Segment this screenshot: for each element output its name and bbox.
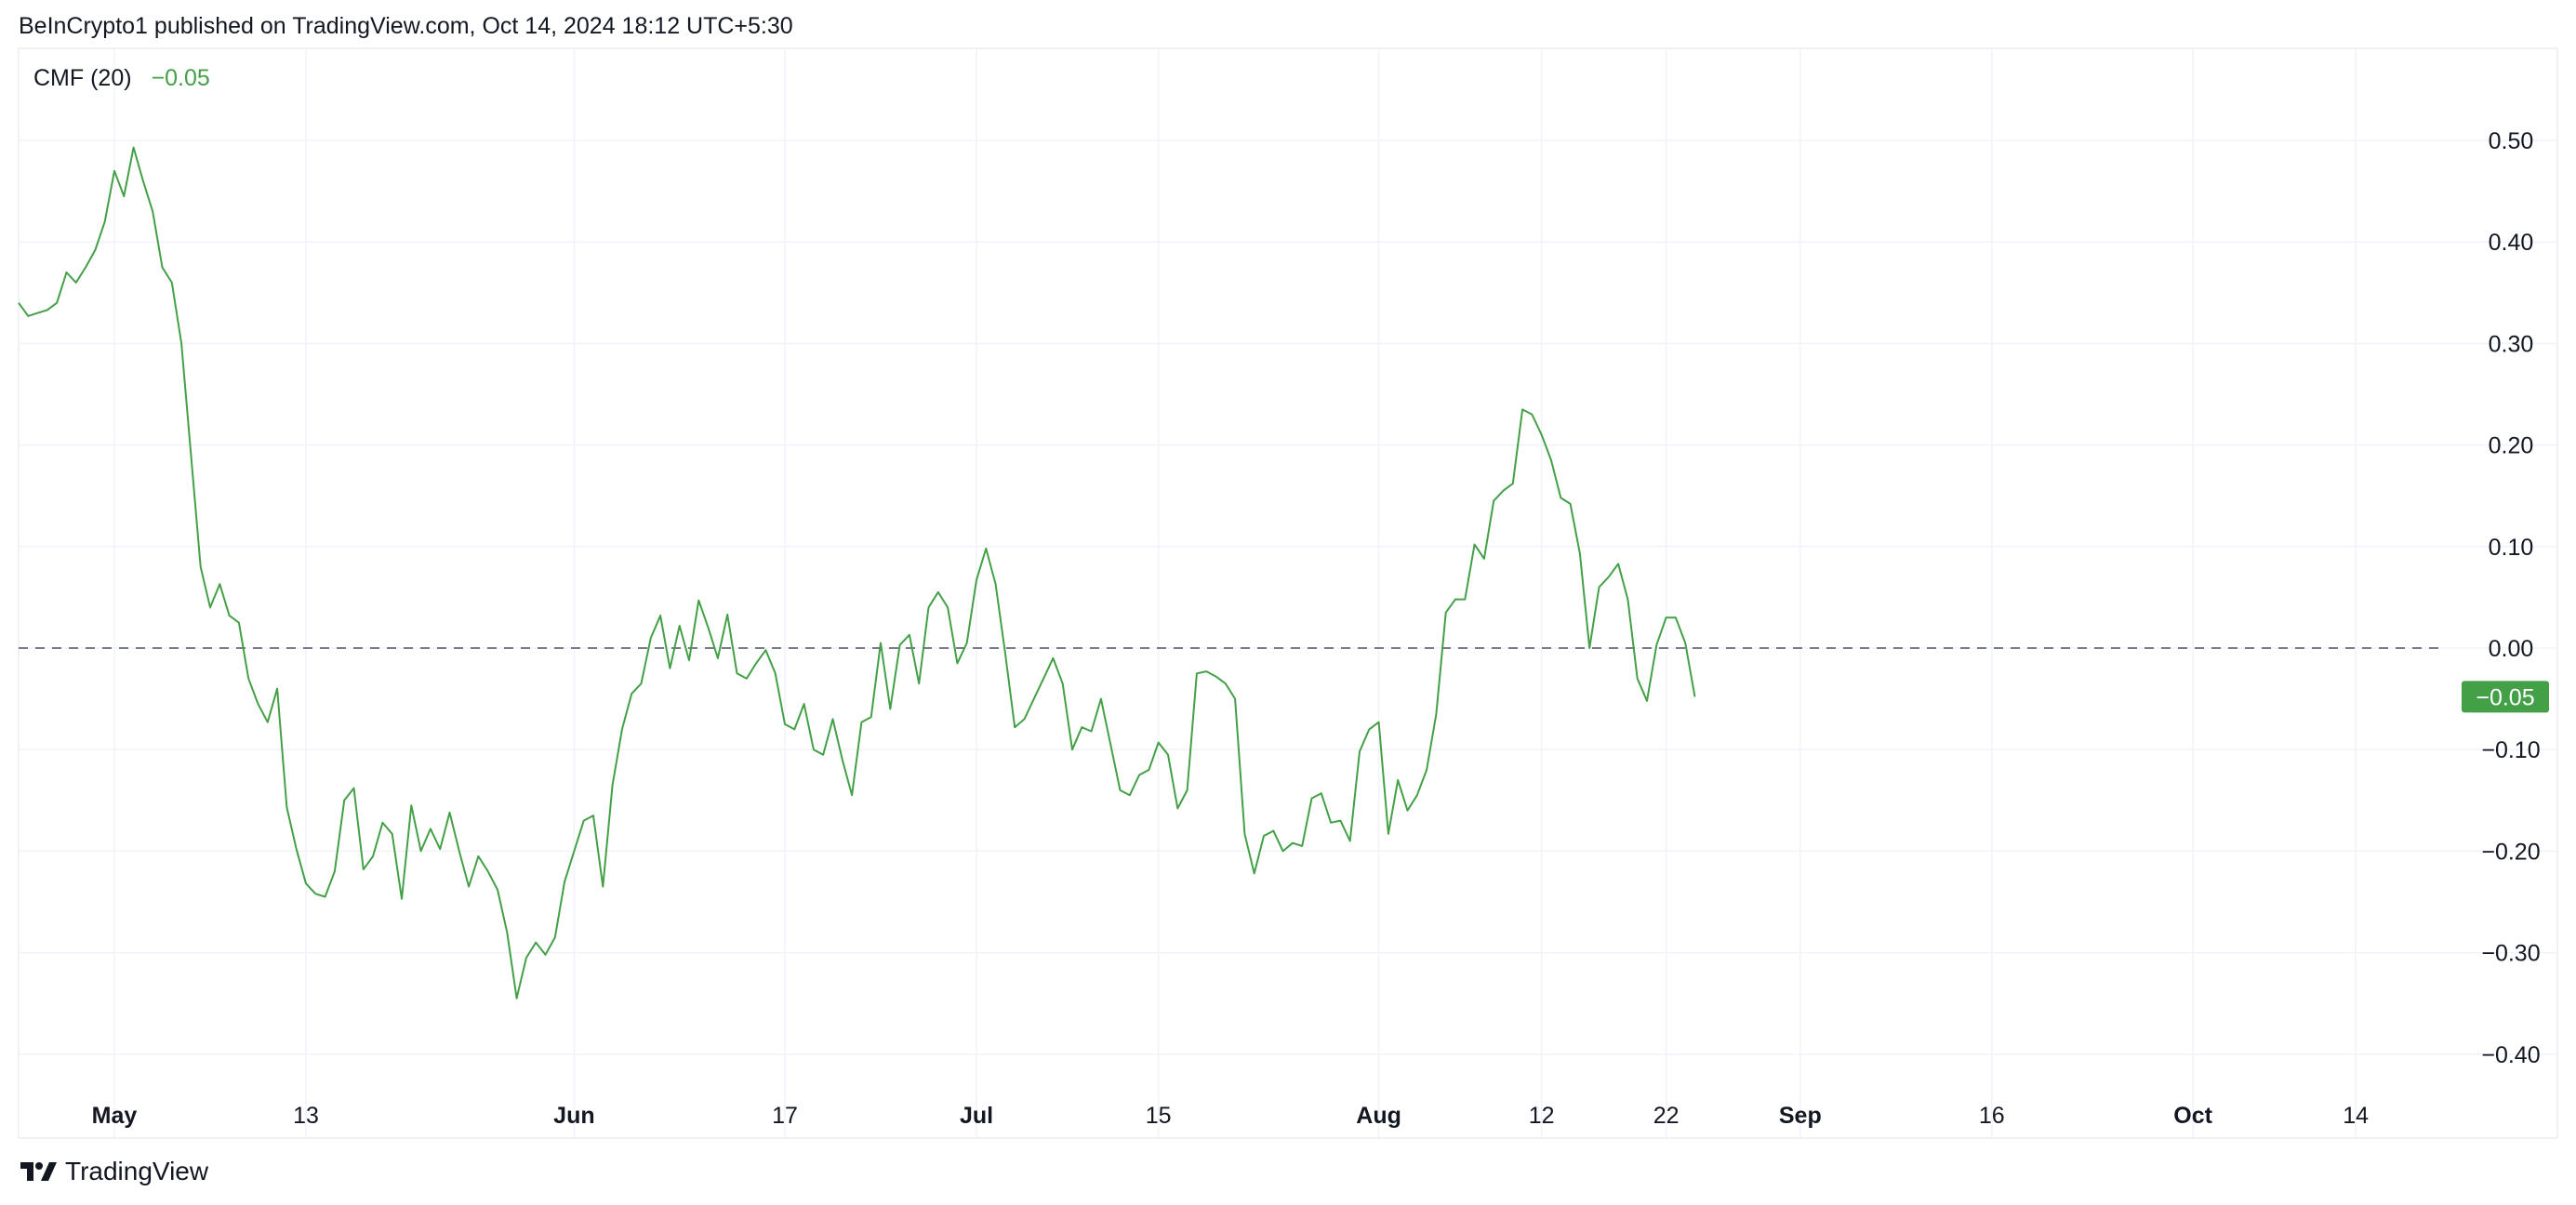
y-tick-label: −0.20 (2481, 839, 2540, 865)
x-tick-label: 14 (2343, 1103, 2369, 1129)
indicator-value: −0.05 (151, 65, 210, 91)
tradingview-logo-icon (20, 1162, 57, 1181)
x-tick-label: 16 (1979, 1103, 2005, 1129)
publish-info: BeInCrypto1 published on TradingView.com… (19, 13, 793, 39)
last-value-label: −0.05 (2476, 684, 2534, 710)
y-tick-label: −0.30 (2481, 941, 2540, 967)
x-tick-label: Oct (2173, 1103, 2212, 1129)
x-tick-label: Sep (1779, 1103, 1822, 1129)
y-tick-label: 0.10 (2489, 535, 2534, 561)
y-tick-label: 0.30 (2489, 331, 2534, 357)
x-tick-label: Jun (553, 1103, 594, 1129)
x-tick-label: 12 (1529, 1103, 1555, 1129)
y-tick-label: −0.40 (2481, 1042, 2540, 1068)
y-tick-label: 0.20 (2489, 433, 2534, 459)
x-tick-label: May (92, 1103, 138, 1129)
indicator-legend: CMF (20) −0.05 (33, 65, 210, 92)
x-tick-label: 22 (1653, 1103, 1680, 1129)
tradingview-logo[interactable]: TradingView (19, 1157, 208, 1186)
y-tick-label: 0.50 (2489, 128, 2534, 154)
y-tick-label: −0.10 (2481, 737, 2540, 763)
cmf-line (18, 146, 1696, 1000)
y-tick-label: 0.00 (2489, 636, 2534, 662)
y-tick-label: 0.40 (2489, 230, 2534, 256)
brand-label: TradingView (65, 1157, 209, 1185)
chart-frame (18, 47, 2558, 1139)
x-tick-label: 17 (772, 1103, 798, 1129)
x-tick-label: Aug (1356, 1103, 1401, 1129)
x-tick-label: Jul (960, 1103, 993, 1129)
x-tick-label: 13 (293, 1103, 319, 1129)
x-tick-label: 15 (1146, 1103, 1172, 1129)
last-value-badge (2462, 681, 2549, 713)
indicator-name: CMF (20) (33, 65, 132, 91)
